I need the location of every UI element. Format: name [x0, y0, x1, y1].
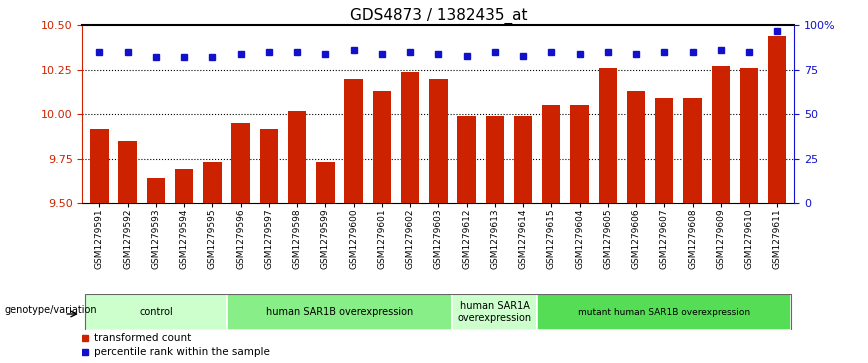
Text: human SAR1A
overexpression: human SAR1A overexpression — [457, 301, 532, 323]
Title: GDS4873 / 1382435_at: GDS4873 / 1382435_at — [350, 8, 527, 24]
Text: transformed count: transformed count — [94, 333, 191, 343]
Bar — [655, 98, 674, 203]
Bar — [288, 111, 306, 203]
Bar — [457, 116, 476, 203]
Bar — [514, 116, 532, 203]
Bar — [372, 91, 391, 203]
Bar — [316, 162, 334, 203]
Text: human SAR1B overexpression: human SAR1B overexpression — [266, 307, 413, 317]
Bar — [118, 141, 137, 203]
Bar — [90, 129, 108, 203]
Bar — [712, 66, 730, 203]
Bar — [401, 72, 419, 203]
Text: mutant human SAR1B overexpression: mutant human SAR1B overexpression — [578, 308, 750, 317]
Text: control: control — [139, 307, 173, 317]
Bar — [486, 116, 504, 203]
Bar — [147, 178, 165, 203]
Bar — [537, 294, 792, 330]
Bar — [452, 294, 537, 330]
Bar — [429, 79, 448, 203]
Bar — [345, 79, 363, 203]
Bar — [627, 91, 645, 203]
Bar — [232, 123, 250, 203]
Bar — [203, 162, 221, 203]
Text: genotype/variation: genotype/variation — [4, 305, 96, 315]
Bar — [683, 98, 701, 203]
Bar — [227, 294, 452, 330]
Bar — [740, 68, 759, 203]
Bar — [768, 36, 786, 203]
Bar — [542, 105, 561, 203]
Bar — [175, 170, 194, 203]
Bar — [570, 105, 589, 203]
Bar — [85, 294, 227, 330]
Bar — [599, 68, 617, 203]
Bar — [260, 129, 278, 203]
Text: percentile rank within the sample: percentile rank within the sample — [94, 347, 270, 357]
